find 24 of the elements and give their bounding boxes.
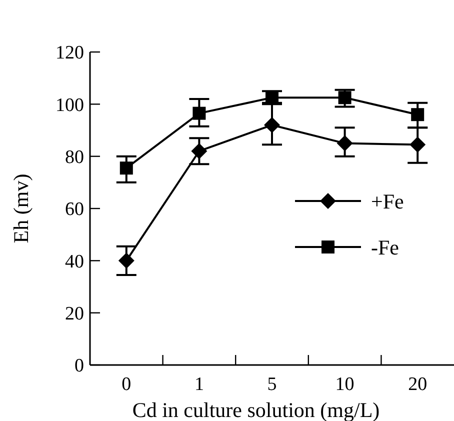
y-tick-label: 20 <box>65 303 84 324</box>
point <box>338 91 352 104</box>
point <box>410 136 426 153</box>
legend-label: +Fe <box>371 189 404 214</box>
point <box>120 162 133 175</box>
y-tick-label: 80 <box>65 146 84 168</box>
point <box>264 117 280 134</box>
y-axis-title: Eh (mv) <box>9 174 33 244</box>
point <box>118 252 134 269</box>
y-tick-label: 120 <box>56 42 84 64</box>
x-tick-label: 10 <box>335 374 354 395</box>
legend-label: -Fe <box>371 235 399 260</box>
point <box>191 143 208 160</box>
x-tick-label: 20 <box>408 374 428 395</box>
x-tick-label: 5 <box>267 374 277 395</box>
y-tick-label: 40 <box>65 251 84 272</box>
point <box>411 108 424 122</box>
x-tick-label: 1 <box>194 374 204 395</box>
y-tick-label: 0 <box>74 356 84 377</box>
y-tick-label: 60 <box>65 199 84 220</box>
point <box>336 135 353 152</box>
x-tick-label: 0 <box>122 374 132 395</box>
point <box>192 106 206 120</box>
y-tick-label: 100 <box>56 94 84 116</box>
